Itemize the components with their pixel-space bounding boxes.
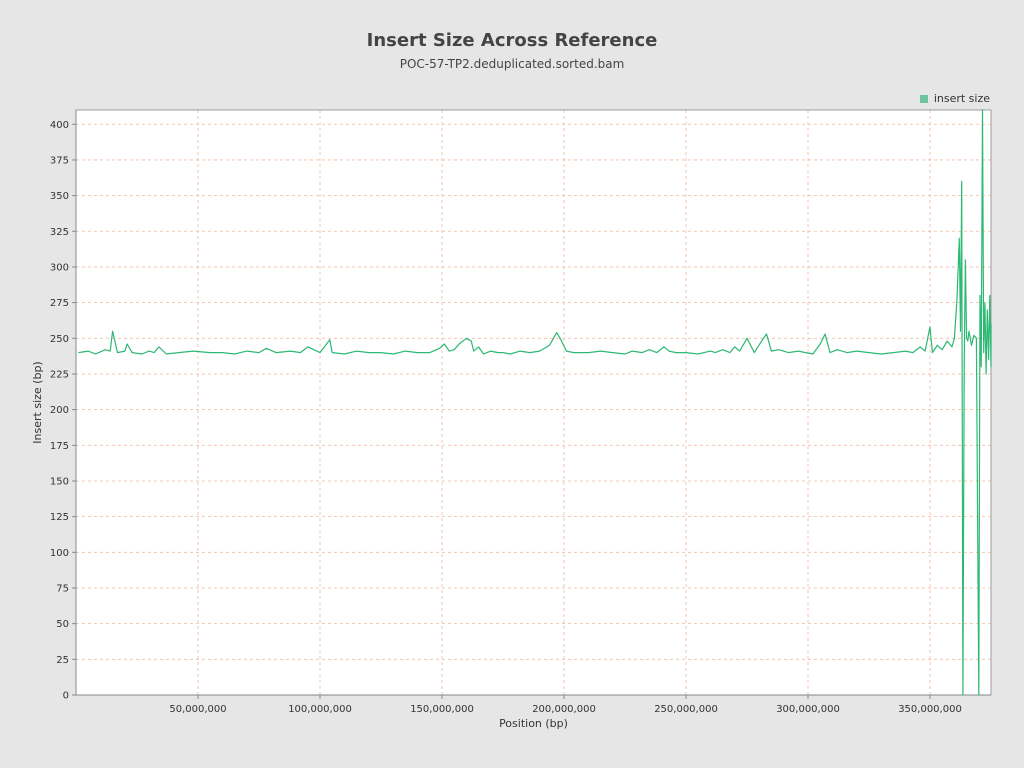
x-tick-label: 100,000,000 — [288, 704, 352, 715]
x-tick-label: 350,000,000 — [898, 704, 962, 715]
y-tick-label: 75 — [56, 583, 69, 594]
y-tick-label: 400 — [50, 120, 69, 131]
y-tick-label: 0 — [63, 691, 69, 702]
y-tick-label: 225 — [50, 369, 69, 380]
x-axis-title: Position (bp) — [499, 717, 568, 730]
y-axis-title: Insert size (bp) — [31, 361, 44, 443]
y-tick-label: 350 — [50, 191, 69, 202]
x-tick-label: 50,000,000 — [169, 704, 226, 715]
plot-area — [76, 110, 991, 695]
y-tick-label: 50 — [56, 619, 69, 630]
chart-title: Insert Size Across Reference — [366, 30, 658, 51]
y-tick-label: 275 — [50, 298, 69, 309]
y-tick-label: 375 — [50, 155, 69, 166]
y-tick-label: 250 — [50, 334, 69, 345]
x-tick-label: 300,000,000 — [776, 704, 840, 715]
y-tick-label: 175 — [50, 441, 69, 452]
chart-subtitle: POC-57-TP2.deduplicated.sorted.bam — [399, 57, 625, 71]
y-tick-label: 300 — [50, 262, 69, 273]
y-tick-label: 200 — [50, 405, 69, 416]
y-tick-label: 100 — [50, 548, 69, 559]
x-tick-label: 150,000,000 — [410, 704, 474, 715]
y-tick-label: 125 — [50, 512, 69, 523]
y-tick-label: 25 — [56, 655, 69, 666]
y-tick-label: 325 — [50, 227, 69, 238]
legend-swatch — [919, 94, 928, 103]
x-tick-label: 200,000,000 — [532, 704, 596, 715]
plot-border — [75, 109, 992, 696]
y-tick-label: 150 — [50, 476, 69, 487]
legend: insert size — [919, 92, 990, 105]
series-line-insert-size — [78, 109, 992, 696]
x-tick-label: 250,000,000 — [654, 704, 718, 715]
legend-label: insert size — [933, 92, 990, 105]
